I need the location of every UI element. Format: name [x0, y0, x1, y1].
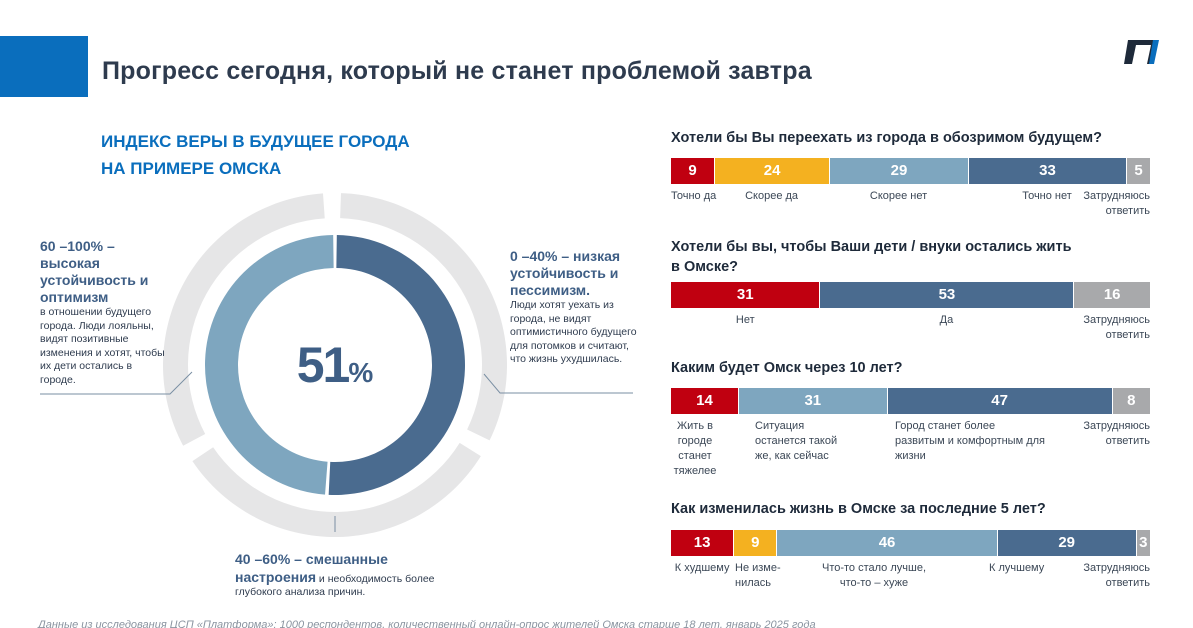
- bar-segment: 47: [886, 388, 1112, 414]
- page-title: Прогресс сегодня, который не станет проб…: [102, 57, 812, 85]
- index-title-line1: ИНДЕКС ВЕРЫ В БУДУЩЕЕ ГОРОДА: [101, 132, 410, 151]
- header-accent-block: [0, 36, 88, 97]
- bar-category-label: Затрудняюсь ответить: [1083, 190, 1150, 217]
- bar-segment: 46: [776, 530, 997, 556]
- question-4-title: Как изменилась жизнь в Омске за последни…: [671, 501, 1046, 517]
- index-donut-chart: [163, 193, 508, 537]
- index-value-number: 51: [296, 337, 351, 393]
- annotation-low-head: 0 –40% – низкая устойчивость и пессимизм…: [510, 248, 621, 298]
- platforma-logo-icon: [1124, 40, 1159, 64]
- bar-category-label: Затрудняюсь ответить: [1083, 562, 1150, 589]
- question-2-bar: 31 53 16: [671, 282, 1150, 308]
- bar-category-label: Жить в городе станет тяжелее: [673, 420, 717, 477]
- bar-segment: 8: [1111, 388, 1150, 414]
- annotation-high-head: 60 –100% – высокая устойчивость и оптими…: [40, 238, 149, 305]
- index-title: ИНДЕКС ВЕРЫ В БУДУЩЕЕ ГОРОДА НА ПРИМЕРЕ …: [101, 128, 410, 182]
- bar-segment: 53: [819, 282, 1074, 308]
- annotation-low: 0 –40% – низкая устойчивость и пессимизм…: [510, 248, 640, 367]
- question-2-title-line1: Хотели бы вы, чтобы Ваши дети / внуки ос…: [671, 239, 1072, 255]
- index-value: 51%: [160, 336, 510, 394]
- annotation-high-text: в отношении будущего города. Люди лояльн…: [40, 306, 165, 386]
- bar-category-label: Скорее да: [745, 190, 799, 202]
- bar-segment: 29: [996, 530, 1136, 556]
- bar-segment: 29: [829, 158, 968, 184]
- bar-segment: 9: [671, 158, 715, 184]
- index-title-line2: НА ПРИМЕРЕ ОМСКА: [101, 159, 282, 178]
- annotation-mid-text: и необходимость более глубокого анализа …: [235, 572, 435, 599]
- outer-ring-segment-1: [340, 193, 508, 441]
- bar-category-label: Затрудняюсь ответить: [1083, 420, 1150, 447]
- footnote: Данные из исследования ЦСП «Платформа»: …: [38, 619, 816, 628]
- bar-segment: 13: [671, 530, 734, 556]
- bar-segment: 5: [1126, 158, 1150, 184]
- bar-segment: 9: [733, 530, 777, 556]
- bar-segment: 33: [967, 158, 1127, 184]
- question-2-title-line2: в Омске?: [671, 259, 738, 275]
- bar-category-label: Ситуация останется такой же, как сейчас: [755, 420, 838, 462]
- bar-category-label: Нет: [735, 314, 755, 326]
- bar-segment: 31: [671, 282, 820, 308]
- bar-segment: 31: [738, 388, 887, 414]
- bar-category-label: Точно да: [671, 190, 717, 202]
- question-1-bar: 9 24 29 33 5: [671, 158, 1150, 184]
- index-value-suffix: %: [348, 357, 374, 388]
- bar-category-label: Город станет более развитым и комфортным…: [895, 420, 1045, 462]
- question-2-title: Хотели бы вы, чтобы Ваши дети / внуки ос…: [671, 237, 1072, 277]
- bar-category-label: Точно нет: [1022, 190, 1072, 202]
- bar-category-label: К лучшему: [989, 562, 1045, 574]
- bar-category-label: Да: [939, 314, 954, 326]
- bar-segment: 16: [1073, 282, 1150, 308]
- question-4-bar: 13 9 46 29 3: [671, 530, 1150, 556]
- bar-category-label: Скорее нет: [869, 190, 928, 202]
- annotation-mid-head: 40 –60% – смешанные настроения: [235, 551, 388, 585]
- outer-ring-segment-2: [192, 442, 481, 537]
- bar-segment: 14: [671, 388, 739, 414]
- annotation-low-text: Люди хотят уехать из города, не видят оп…: [510, 299, 637, 365]
- bar-category-label: Что-то стало лучше, что-то – хуже: [821, 562, 926, 589]
- bar-category-label: Затрудняюсь ответить: [1083, 314, 1150, 341]
- bar-segment: 24: [714, 158, 830, 184]
- question-1-title: Хотели бы Вы переехать из города в обозр…: [671, 130, 1102, 146]
- annotation-mid: 40 –60% – смешанные настроения и необход…: [235, 551, 445, 600]
- bar-category-label: К худшему: [674, 562, 730, 574]
- bar-category-label: Не изме- нилась: [735, 562, 781, 589]
- question-3-title: Каким будет Омск через 10 лет?: [671, 360, 903, 376]
- bar-segment: 3: [1135, 530, 1150, 556]
- annotation-high: 60 –100% – высокая устойчивость и оптими…: [40, 238, 170, 387]
- donut-slice-2: [205, 235, 334, 495]
- outer-ring-segment-3: [163, 193, 325, 446]
- donut-slice-1: [328, 235, 466, 496]
- question-3-bar: 14 31 47 8: [671, 388, 1150, 414]
